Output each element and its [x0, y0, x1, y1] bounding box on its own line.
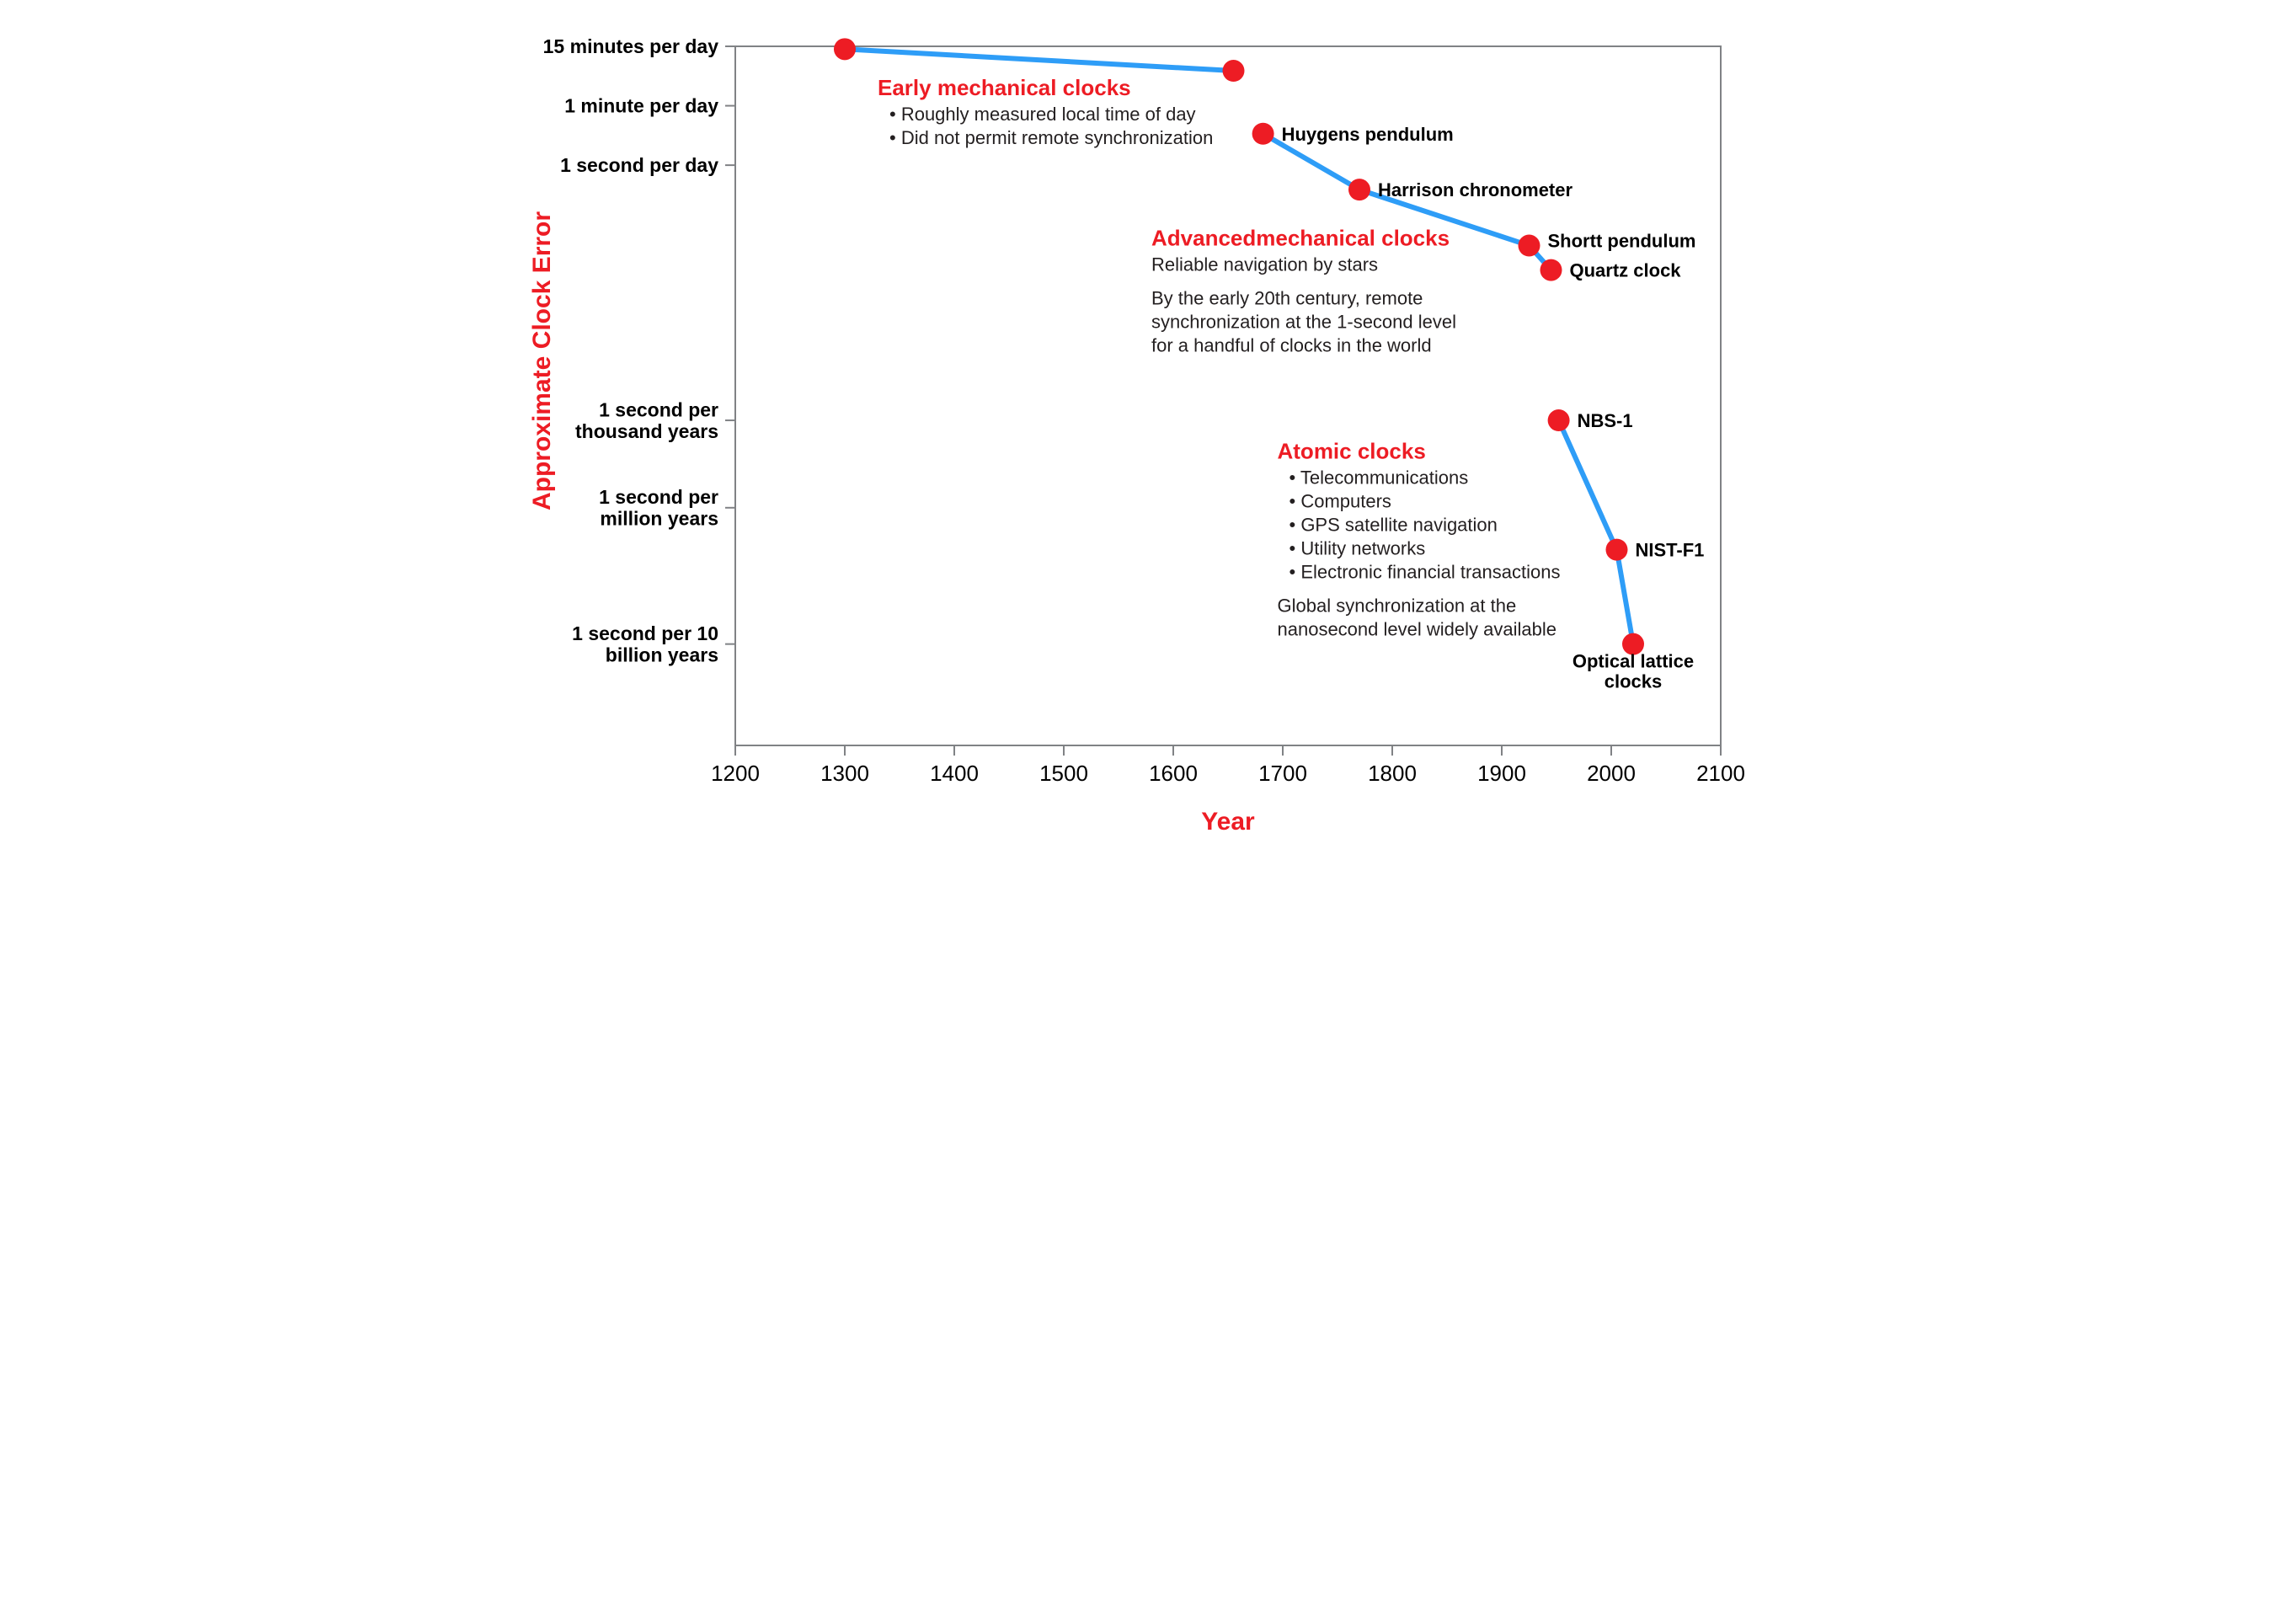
- x-tick-label: 1900: [1477, 761, 1526, 786]
- annotation-bullet: • Electronic financial transactions: [1289, 562, 1561, 583]
- x-tick-label: 1800: [1368, 761, 1417, 786]
- annotation-bullet: • GPS satellite navigation: [1289, 515, 1498, 536]
- point-label: Shortt pendulum: [1548, 231, 1696, 252]
- annotation-bullet: • Telecommunications: [1289, 467, 1469, 489]
- annotation-line: nanosecond level widely available: [1278, 619, 1556, 640]
- data-point: [1519, 235, 1540, 257]
- data-point: [1606, 539, 1628, 561]
- x-tick-label: 1500: [1039, 761, 1088, 786]
- x-tick-label: 2100: [1696, 761, 1745, 786]
- annotation-line: Reliable navigation by stars: [1151, 254, 1378, 275]
- x-tick-label: 1400: [930, 761, 979, 786]
- point-label: NBS-1: [1578, 410, 1633, 431]
- annotation-line: By the early 20th century, remote: [1151, 288, 1423, 309]
- data-point: [1252, 123, 1274, 145]
- x-tick-label: 1700: [1258, 761, 1307, 786]
- point-label: NIST-F1: [1636, 540, 1705, 561]
- annotation-title: Atomic clocks: [1278, 439, 1426, 464]
- annotation-bullet: • Did not permit remote synchronization: [889, 127, 1213, 148]
- y-tick-label: 1 second per day: [560, 154, 718, 176]
- x-tick-label: 2000: [1587, 761, 1636, 786]
- x-tick-label: 1200: [711, 761, 760, 786]
- x-tick-label: 1300: [820, 761, 869, 786]
- annotation-bullet: • Roughly measured local time of day: [889, 104, 1196, 125]
- point-label: Quartz clock: [1570, 260, 1682, 281]
- data-point: [1548, 409, 1570, 431]
- annotation-title: Advancedmechanical clocks: [1151, 226, 1450, 251]
- data-point: [834, 38, 856, 60]
- y-tick-label: 1 minute per day: [564, 95, 718, 117]
- annotation-bullet: • Utility networks: [1289, 538, 1426, 559]
- annotation-line: Global synchronization at the: [1278, 596, 1517, 617]
- x-tick-label: 1600: [1149, 761, 1198, 786]
- annotation-title: Early mechanical clocks: [878, 75, 1131, 100]
- annotation-bullet: • Computers: [1289, 491, 1391, 512]
- data-point: [1223, 60, 1245, 82]
- clock-error-chart: 1200 1300 1400 1500 1600 1700 1800 1900 2000 2100…: [516, 0, 1780, 889]
- data-point: [1348, 179, 1370, 200]
- y-tick-label: 15 minutes per day: [543, 35, 719, 57]
- y-axis-title: Approximate Clock Error: [528, 211, 556, 510]
- annotation-line: synchronization at the 1-second level: [1151, 312, 1456, 333]
- point-label: Huygens pendulum: [1282, 124, 1454, 145]
- annotation-line: for a handful of clocks in the world: [1151, 335, 1432, 356]
- data-point: [1540, 259, 1562, 281]
- x-axis-title: Year: [1201, 808, 1255, 836]
- y-tick-label: 1 second permillion years: [599, 486, 718, 529]
- point-label: Harrison chronometer: [1378, 179, 1572, 200]
